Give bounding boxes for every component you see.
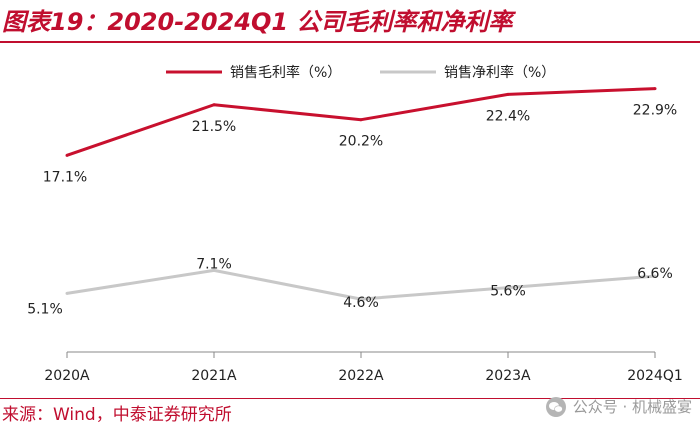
gross-margin-label: 22.9% <box>633 103 677 119</box>
data-point <box>65 291 69 295</box>
source-note: 来源：Wind，中泰证券研究所 <box>2 405 232 425</box>
net-margin-label: 5.6% <box>490 284 526 300</box>
data-point <box>506 92 510 96</box>
net-margin-label: 6.6% <box>637 266 673 282</box>
gross-margin-label: 17.1% <box>43 169 87 185</box>
data-labels: 17.1% 21.5% 20.2% 22.4% 22.9% 5.1% 7.1% 4.6% 5.6… <box>27 103 677 318</box>
x-tick-label: 2023A <box>485 368 531 384</box>
chart-title: 图表19：2020-2024Q1 公司毛利率和净利率 <box>2 8 513 36</box>
legend: 销售毛利率（%） 销售净利率（%） <box>166 64 555 81</box>
x-tick-label: 2020A <box>44 368 90 384</box>
series-lines <box>65 87 657 301</box>
watermark-text: 公众号 · 机械盛宴 <box>572 398 692 416</box>
footer-divider <box>0 398 700 399</box>
title-divider <box>0 41 700 43</box>
data-point <box>653 274 657 278</box>
watermark: 公众号 · 机械盛宴 <box>545 394 692 420</box>
data-point <box>212 103 216 107</box>
gross-margin-label: 22.4% <box>486 108 530 124</box>
line-chart: 销售毛利率（%） 销售净利率（%） 2020A 2021A 2022A 2023A 202… <box>27 64 683 384</box>
x-tick-label: 2022A <box>338 368 384 384</box>
data-point <box>359 297 363 301</box>
data-point <box>506 286 510 290</box>
gross-margin-label: 21.5% <box>192 119 236 135</box>
data-point <box>359 118 363 122</box>
wechat-icon <box>545 397 566 417</box>
gross-margin-label: 20.2% <box>339 134 383 150</box>
data-point <box>212 268 216 272</box>
net-margin-label: 7.1% <box>196 256 232 272</box>
net-margin-label: 4.6% <box>343 295 379 311</box>
data-point <box>653 87 657 91</box>
legend-label-1: 销售毛利率（%） <box>230 64 341 81</box>
data-point <box>65 153 69 157</box>
legend-label-2: 销售净利率（%） <box>444 64 555 81</box>
x-tick-label: 2021A <box>191 368 237 384</box>
net-margin-label: 5.1% <box>27 301 63 317</box>
x-tick-label: 2024Q1 <box>627 368 683 384</box>
x-axis: 2020A 2021A 2022A 2023A 2024Q1 <box>44 351 683 384</box>
